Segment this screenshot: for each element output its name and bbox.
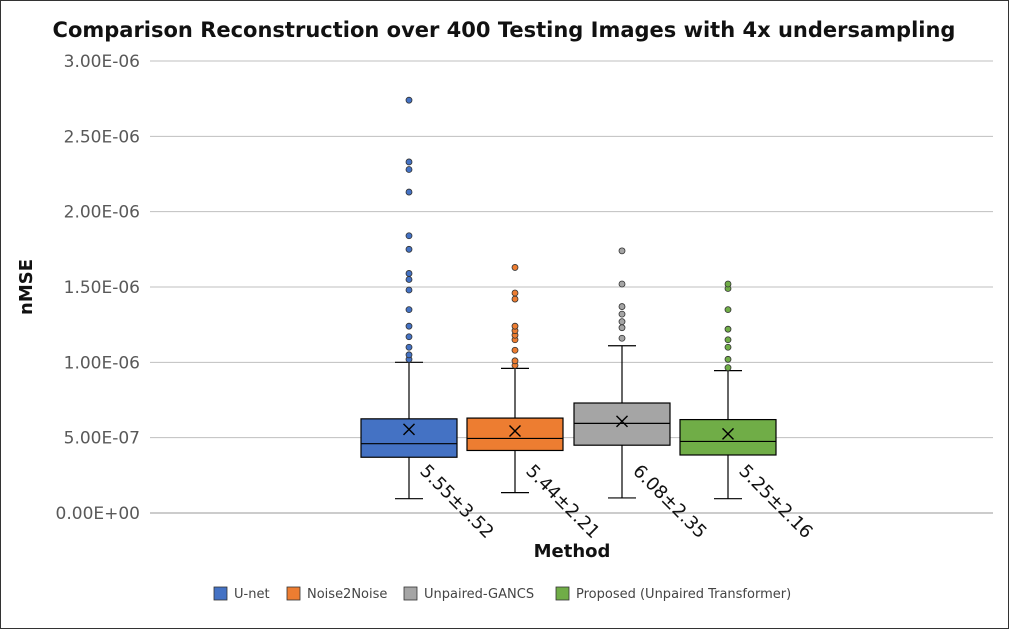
outlier-point bbox=[511, 264, 519, 271]
outlier-point bbox=[405, 166, 413, 173]
y-tick-label: 2.00E-06 bbox=[64, 203, 140, 223]
iqr-box bbox=[466, 417, 564, 452]
legend-swatch bbox=[213, 586, 228, 601]
outlier-point bbox=[724, 306, 732, 314]
iqr-box bbox=[573, 402, 671, 446]
outlier-point bbox=[511, 289, 519, 297]
outlier-point bbox=[405, 343, 413, 351]
stat-annotation: 5.25±2.16 bbox=[734, 461, 816, 543]
y-tick-label: 2.50E-06 bbox=[64, 127, 140, 147]
y-tick-label: 3.00E-06 bbox=[64, 52, 140, 72]
legend-item: Proposed (Unpaired Transformer) bbox=[555, 586, 791, 602]
box-plot-1: 5.55±3.52 bbox=[360, 96, 498, 543]
mean-marker-stroke bbox=[509, 425, 521, 438]
chart-title: Comparison Reconstruction over 400 Testi… bbox=[53, 18, 956, 42]
outlier-point bbox=[405, 322, 413, 330]
outlier-point bbox=[618, 334, 626, 342]
stat-annotation: 6.08±2.35 bbox=[628, 461, 710, 543]
outlier-point bbox=[618, 247, 626, 255]
outlier-point bbox=[405, 351, 413, 359]
outlier-point bbox=[724, 325, 732, 333]
outlier-point bbox=[405, 286, 413, 294]
y-tick-label: 5.00E-07 bbox=[64, 429, 140, 449]
legend-swatch bbox=[555, 586, 570, 601]
outlier-point bbox=[618, 280, 626, 288]
y-axis-label: nMSE bbox=[16, 259, 37, 315]
mean-marker bbox=[509, 425, 521, 438]
outlier-point bbox=[405, 306, 413, 314]
x-axis-label: Method bbox=[534, 541, 611, 562]
outlier-point bbox=[405, 270, 413, 277]
legend-label: Proposed (Unpaired Transformer) bbox=[576, 587, 791, 602]
outlier-point bbox=[724, 355, 732, 363]
box-plot-3: 6.08±2.35 bbox=[573, 247, 711, 543]
legend: U-net Noise2Noise Unpaired-GANCS Proposed (… bbox=[213, 586, 791, 602]
legend-item: Unpaired-GANCS bbox=[403, 586, 534, 602]
mean-marker bbox=[616, 415, 628, 428]
y-tick-label: 1.00E-06 bbox=[64, 353, 140, 373]
legend-item: Noise2Noise bbox=[286, 586, 387, 602]
mean-marker bbox=[403, 423, 415, 436]
box-plot-4: 5.25±2.16 bbox=[679, 280, 817, 543]
outlier-point bbox=[405, 232, 413, 240]
grid-lines bbox=[150, 60, 993, 514]
iqr-box bbox=[360, 418, 458, 458]
outlier-point bbox=[405, 276, 413, 283]
outlier-point bbox=[405, 158, 413, 166]
legend-swatch bbox=[286, 586, 301, 601]
outlier-point bbox=[724, 364, 732, 372]
legend-swatch bbox=[403, 586, 418, 601]
outlier-point bbox=[724, 280, 732, 288]
outlier-point bbox=[405, 96, 413, 104]
outlier-point bbox=[618, 318, 626, 326]
legend-label: U-net bbox=[234, 587, 270, 602]
outlier-point bbox=[405, 245, 413, 253]
mean-marker-stroke bbox=[722, 427, 734, 440]
outlier-point bbox=[724, 336, 732, 344]
stat-annotation: 5.55±3.52 bbox=[415, 461, 497, 543]
legend-label: Noise2Noise bbox=[307, 587, 387, 602]
iqr-box bbox=[679, 418, 777, 456]
legend-item: U-net bbox=[213, 586, 270, 602]
outlier-point bbox=[511, 322, 519, 330]
box-plots: 5.55±3.52 5.44±2.21 6.08±2.35 5.25±2.16 bbox=[360, 96, 817, 543]
outlier-point bbox=[618, 324, 626, 332]
y-tick-label: 0.00E+00 bbox=[56, 504, 140, 524]
y-tick-label: 1.50E-06 bbox=[64, 278, 140, 298]
stat-annotation: 5.44±2.21 bbox=[521, 461, 603, 543]
outlier-point bbox=[618, 310, 626, 318]
outlier-point bbox=[511, 346, 519, 354]
outlier-point bbox=[511, 295, 519, 303]
outlier-point bbox=[511, 357, 519, 365]
outlier-point bbox=[405, 188, 413, 196]
mean-marker-stroke bbox=[403, 423, 415, 436]
y-axis-ticks: 0.00E+00 5.00E-07 1.00E-06 1.50E-06 2.00E-06… bbox=[56, 52, 140, 524]
outlier-point bbox=[618, 303, 626, 310]
mean-marker bbox=[722, 427, 734, 440]
outlier-point bbox=[405, 333, 413, 341]
legend-label: Unpaired-GANCS bbox=[424, 587, 534, 602]
outlier-point bbox=[724, 343, 732, 351]
mean-marker-stroke bbox=[616, 415, 628, 428]
